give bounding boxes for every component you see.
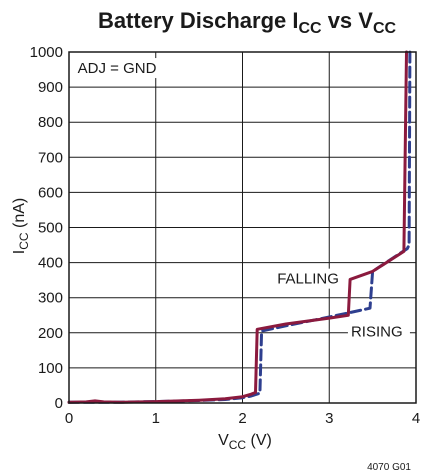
ylabel-rest: (nA) xyxy=(11,198,28,233)
annotations: ADJ = GND FALLING RISING xyxy=(74,58,410,342)
y-tick-label: 600 xyxy=(38,184,63,201)
y-tick-label: 500 xyxy=(38,220,63,237)
x-tick-label: 3 xyxy=(325,410,333,427)
y-tick-label: 400 xyxy=(38,255,63,272)
y-tick-label: 0 xyxy=(55,395,63,412)
x-tick-label: 4 xyxy=(412,410,420,427)
x-axis-label: VCC (V) xyxy=(218,432,272,452)
x-tick-label: 2 xyxy=(238,410,246,427)
xlabel-sub: CC xyxy=(229,438,247,452)
annotation-bg xyxy=(347,321,410,342)
plot-frame xyxy=(68,51,417,404)
annotation-label: FALLING xyxy=(277,271,339,288)
title-mid: vs V xyxy=(322,8,374,33)
y-tick-label: 800 xyxy=(38,114,63,131)
ylabel-main: I xyxy=(11,250,28,254)
title-main: Battery Discharge I xyxy=(98,8,299,33)
series-falling-line xyxy=(67,50,408,404)
y-tick-label: 300 xyxy=(38,290,63,307)
y-tick-label: 1000 xyxy=(30,44,63,61)
y-axis-label: ICC (nA) xyxy=(11,198,31,254)
xlabel-rest: (V) xyxy=(246,432,272,449)
x-tick-label: 1 xyxy=(152,410,160,427)
ylabel-sub: CC xyxy=(17,232,31,250)
y-tick-label: 100 xyxy=(38,360,63,377)
title-sub-vcc: CC xyxy=(373,20,397,37)
grid xyxy=(68,51,417,404)
y-tick-label: 900 xyxy=(38,79,63,96)
figure-id: 4070 G01 xyxy=(367,462,411,473)
annotation-bg xyxy=(274,268,346,289)
tick-labels: 0 100 200 300 400 500 600 700 800 900 1000 0 1 2 3 4 xyxy=(30,44,421,427)
title-sub-icc: CC xyxy=(298,20,322,37)
annotation-label: ADJ = GND xyxy=(78,60,157,77)
series-layer xyxy=(67,50,412,404)
xlabel-main: V xyxy=(218,432,229,449)
chart-title: Battery Discharge ICC vs VCC xyxy=(98,8,397,37)
annotation-label: RISING xyxy=(351,323,403,340)
x-tick-label: 0 xyxy=(65,410,73,427)
annotation-bg xyxy=(74,58,164,79)
y-tick-label: 700 xyxy=(38,149,63,166)
y-tick-label: 200 xyxy=(38,325,63,342)
